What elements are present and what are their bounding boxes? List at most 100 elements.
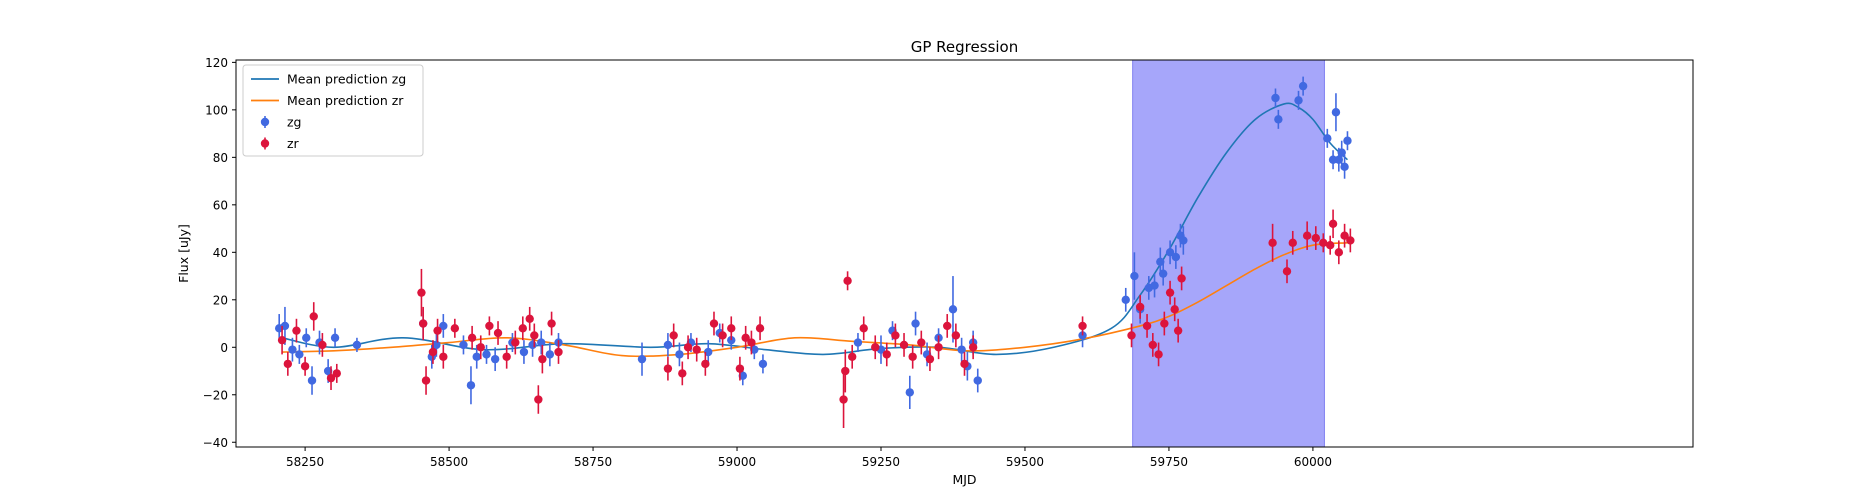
chart-title: GP Regression — [911, 38, 1018, 56]
data-point — [472, 352, 481, 361]
data-point — [1158, 269, 1168, 278]
data-point — [669, 331, 678, 340]
y-tick-label: 120 — [205, 56, 228, 70]
data-point — [519, 347, 529, 357]
y-tick-label: 40 — [213, 246, 228, 260]
data-point — [1346, 236, 1355, 245]
data-point — [1130, 271, 1139, 281]
x-tick-label: 59750 — [1150, 455, 1188, 469]
data-point — [853, 338, 863, 347]
data-point — [421, 376, 431, 385]
data-point — [302, 333, 311, 342]
data-point — [899, 340, 909, 350]
data-point — [663, 364, 673, 373]
data-point — [1268, 238, 1277, 248]
data-point — [701, 359, 710, 369]
data-point — [1311, 233, 1320, 243]
x-tick-label: 59000 — [718, 455, 756, 469]
data-point — [493, 328, 503, 338]
series-line-1 — [282, 242, 1348, 358]
data-point — [1302, 231, 1312, 240]
y-tick-label: 20 — [213, 293, 228, 307]
data-point — [948, 305, 958, 314]
data-point — [534, 395, 543, 404]
data-point — [925, 354, 935, 364]
x-tick-label: 59500 — [1006, 455, 1044, 469]
data-point — [1328, 219, 1338, 229]
data-point — [943, 321, 952, 331]
data-point — [547, 319, 556, 328]
data-point — [1288, 238, 1297, 248]
data-point — [960, 359, 969, 369]
data-point — [905, 388, 914, 397]
y-tick-label: 60 — [213, 198, 228, 212]
data-point — [755, 324, 765, 333]
data-point — [1165, 288, 1175, 297]
data-point — [675, 350, 684, 359]
data-point — [934, 343, 943, 352]
data-point — [683, 343, 693, 352]
y-tick-label: 80 — [213, 151, 228, 165]
data-point — [1282, 267, 1292, 276]
data-point — [528, 340, 537, 350]
x-tick-label: 58250 — [286, 455, 324, 469]
data-point — [332, 369, 341, 378]
legend-label: Mean prediction zr — [287, 93, 404, 108]
y-tick-label: 100 — [205, 103, 228, 117]
data-point — [741, 333, 750, 342]
legend-label: Mean prediction zg — [287, 72, 406, 87]
data-point — [439, 321, 448, 331]
data-point — [1165, 248, 1175, 257]
data-point — [307, 376, 317, 385]
data-point — [727, 324, 736, 333]
highlight-span — [1132, 59, 1325, 448]
data-point — [951, 331, 961, 340]
data-point — [318, 340, 327, 350]
data-point — [476, 343, 485, 352]
data-point — [1150, 281, 1159, 290]
data-point — [1177, 274, 1186, 283]
data-point — [1170, 305, 1179, 314]
legend-point-marker — [260, 117, 270, 127]
data-point — [1078, 321, 1087, 331]
data-point — [482, 350, 491, 359]
data-point — [352, 340, 362, 350]
data-point — [758, 359, 768, 369]
data-point — [843, 276, 852, 286]
data-point — [295, 350, 304, 359]
data-point — [432, 340, 441, 350]
data-point — [554, 347, 563, 357]
data-point — [735, 364, 745, 373]
data-point — [973, 376, 982, 385]
data-point — [545, 350, 555, 359]
data-point — [525, 314, 534, 323]
highlight-span-layer — [1132, 59, 1325, 448]
x-tick-label: 58500 — [430, 455, 468, 469]
data-point — [502, 352, 511, 361]
data-point — [871, 343, 880, 352]
data-point — [417, 288, 426, 297]
data-point — [678, 369, 687, 378]
data-point — [283, 359, 293, 369]
legend-label: zg — [287, 115, 302, 130]
data-point — [518, 324, 527, 333]
data-point — [908, 352, 917, 361]
data-point — [1127, 331, 1136, 340]
data-point — [466, 381, 476, 390]
legend-point-marker — [260, 139, 270, 148]
data-point — [1142, 321, 1152, 331]
data-point — [1319, 238, 1328, 248]
data-point — [537, 338, 546, 347]
data-point — [309, 312, 318, 321]
data-point — [1337, 148, 1346, 157]
data-point — [968, 343, 978, 352]
data-point — [1298, 81, 1308, 91]
legend-label: zr — [287, 136, 300, 151]
data-point — [882, 350, 891, 359]
data-point — [637, 354, 647, 364]
data-point — [300, 362, 310, 371]
x-tick-label: 58750 — [574, 455, 612, 469]
data-point — [1294, 96, 1303, 105]
data-point — [433, 326, 442, 335]
